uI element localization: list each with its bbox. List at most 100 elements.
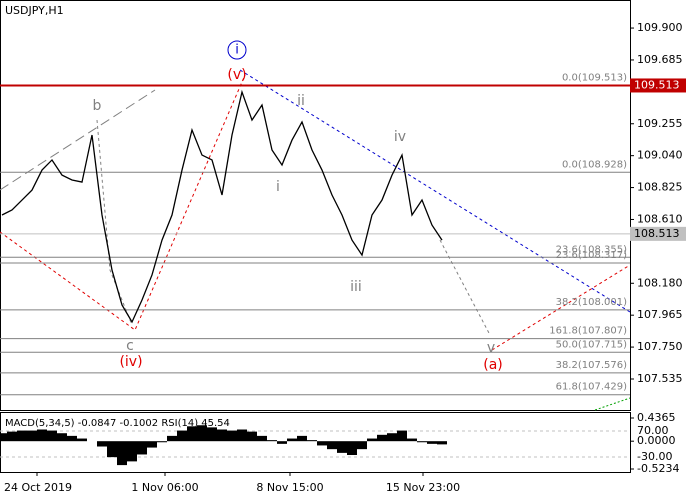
macd-tick-label: 0.4365: [637, 411, 676, 424]
macd-bar: [237, 429, 247, 442]
macd-bar: [347, 441, 357, 456]
macd-bar: [307, 440, 317, 442]
x-tick-label: 8 Nov 15:00: [256, 481, 323, 494]
wave-lines: [0, 69, 631, 411]
wave-label: i: [276, 179, 280, 195]
level-label: 61.8(107.429): [556, 382, 628, 393]
macd-bar: [247, 431, 257, 442]
macd-bar: [47, 430, 57, 442]
wave-label: (v): [227, 67, 246, 83]
rsi-tick-label: -30.00: [637, 450, 672, 463]
macd-bar: [287, 438, 297, 442]
level-label: 50.0(107.715): [556, 339, 628, 350]
macd-bar: [157, 441, 167, 443]
price-marker-label: 109.513: [634, 78, 680, 91]
macd-frame: [0, 412, 631, 473]
main-frame: [0, 0, 631, 411]
chart-title: USDJPY,H1: [5, 4, 64, 17]
rsi-tick-label: 70.00: [637, 424, 669, 437]
wave-label: i: [235, 43, 239, 58]
price-line: [1, 89, 443, 324]
macd-bar: [97, 441, 107, 447]
wave-label: c: [126, 338, 134, 354]
macd-bar: [397, 430, 407, 442]
macd-tick-label: 0.0000: [637, 434, 676, 447]
macd-bar: [107, 441, 117, 458]
macd-bar: [187, 426, 197, 442]
wave-line: [0, 74, 246, 331]
macd-bar: [277, 441, 287, 444]
macd-bar: [437, 441, 447, 445]
macd-bar: [257, 435, 267, 442]
macd-bar: [127, 441, 137, 462]
wave-label: ii: [297, 93, 305, 109]
macd-bar: [297, 435, 307, 442]
y-tick-label: 109.255: [637, 117, 683, 130]
trend-line: [0, 89, 156, 191]
macd-bar: [227, 430, 237, 442]
y-tick-label: 109.040: [637, 149, 683, 162]
y-tick-label: 108.825: [637, 181, 683, 194]
macd-bar: [77, 438, 87, 442]
macd-bar: [17, 430, 27, 442]
wave-label: (iv): [119, 354, 142, 370]
macd-bar: [27, 430, 37, 442]
wave-label: iv: [394, 129, 406, 145]
macd-bar: [267, 440, 277, 442]
level-label: 0.0(109.513): [562, 72, 627, 83]
x-tick-label: 1 Nov 06:00: [131, 481, 198, 494]
level-label: 23.6(108.355): [556, 244, 628, 255]
y-tick-label: 109.685: [637, 53, 683, 66]
x-tick-label: 15 Nov 23:00: [386, 481, 460, 494]
macd-bar: [167, 435, 177, 442]
level-label: 161.8(107.807): [549, 326, 627, 337]
macd-bar: [177, 430, 187, 442]
macd-bar: [367, 438, 377, 442]
y-tick-label: 109.900: [637, 21, 683, 34]
macd-bar: [427, 441, 437, 444]
y-tick-label: 108.180: [637, 276, 683, 289]
macd-bar: [317, 441, 327, 446]
macd-bar: [207, 427, 217, 442]
macd-bar: [357, 441, 367, 450]
level-label: 38.2(108.001): [556, 297, 628, 308]
macd-bar: [67, 435, 77, 442]
wave-line: [96, 119, 133, 326]
level-label: 38.2(107.576): [556, 360, 628, 371]
macd-bar: [327, 441, 337, 450]
macd-bar: [0, 433, 7, 442]
macd-bar: [137, 441, 147, 455]
macd-bar: [417, 441, 427, 443]
macd-label: MACD(5,34,5) -0.0847 -0.1002 RSI(14) 45.…: [5, 418, 230, 429]
wave-circle: [227, 40, 247, 60]
macd-bar: [57, 433, 67, 442]
macd-bar: [387, 433, 397, 442]
wave-label: v: [487, 340, 495, 356]
macd-bar: [337, 441, 347, 453]
wave-label: b: [93, 98, 102, 114]
macd-bar: [117, 441, 127, 466]
wave-label: iii: [350, 279, 362, 295]
price-marker-box: [630, 78, 686, 93]
y-tick-label: 107.965: [637, 308, 683, 321]
level-label: 23.6(108.317): [556, 250, 628, 261]
macd-bar: [147, 441, 157, 448]
last-price-label: 108.513: [634, 227, 680, 240]
wave-label: (a): [483, 357, 503, 373]
level-label: 0.0(108.928): [562, 159, 627, 170]
macd-bar: [217, 429, 227, 442]
last-price-box: [630, 226, 686, 241]
trend-line: [239, 69, 631, 313]
macd-bar: [377, 434, 387, 442]
macd-tick-label: -0.5234: [637, 462, 679, 475]
macd-bar: [37, 429, 47, 442]
macd-bar: [197, 425, 207, 442]
macd-bar: [407, 438, 417, 442]
y-tick-label: 107.750: [637, 340, 683, 353]
x-tick-label: 24 Oct 2019: [4, 481, 72, 494]
macd-bar: [7, 431, 17, 442]
y-tick-label: 108.610: [637, 212, 683, 225]
y-tick-label: 107.535: [637, 372, 683, 385]
